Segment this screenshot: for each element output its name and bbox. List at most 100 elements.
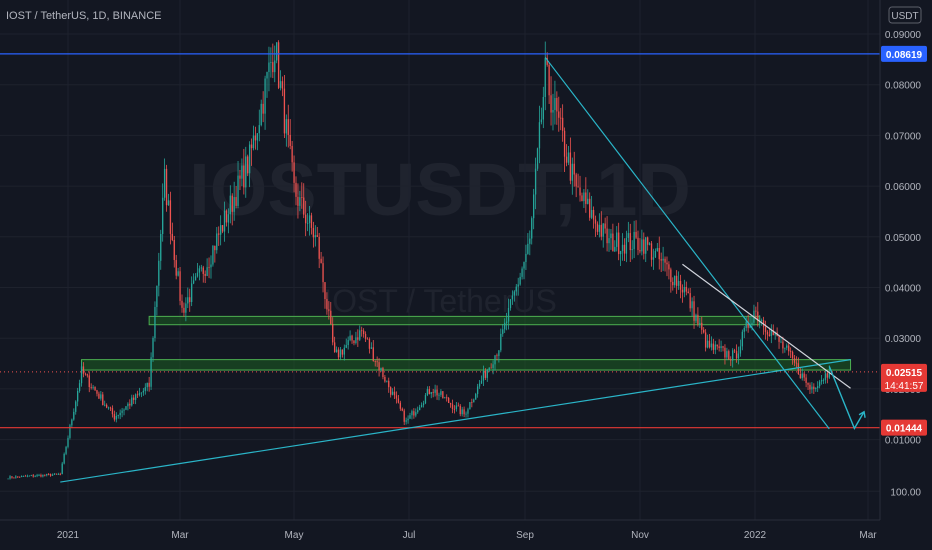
candle-body xyxy=(337,349,340,358)
price-zone xyxy=(81,359,852,371)
candle-body xyxy=(540,119,543,123)
candle-body xyxy=(76,390,79,402)
candle-body xyxy=(40,475,42,477)
candle-body xyxy=(677,280,680,286)
candle-body xyxy=(683,286,686,293)
price-label-text: 0.08619 xyxy=(886,50,923,61)
currency-button[interactable] xyxy=(888,6,922,24)
candle-body xyxy=(189,297,191,303)
candle-body xyxy=(820,380,823,382)
candle-body xyxy=(343,347,345,355)
candle-body xyxy=(260,103,262,126)
candle-body xyxy=(138,393,141,395)
drawing-tools xyxy=(0,53,880,483)
candle-body xyxy=(196,272,199,277)
y-tick-label: 0.03000 xyxy=(885,334,922,345)
candle-body xyxy=(403,410,405,422)
candle-body xyxy=(490,367,492,369)
candle-body xyxy=(618,232,620,255)
trendline-descending-resistance xyxy=(682,263,851,389)
candle-body xyxy=(733,350,736,352)
candle-body xyxy=(272,62,274,73)
candle-body xyxy=(517,284,519,287)
candle-body xyxy=(405,420,407,422)
candle-body xyxy=(513,291,516,296)
time-axis[interactable]: 2021 Mar May Jul Sep Nov 2022 Mar xyxy=(0,519,880,541)
candle-body xyxy=(276,42,278,61)
candle-body xyxy=(708,340,711,348)
candle-body xyxy=(507,308,510,322)
candle-body xyxy=(351,335,353,341)
candle-body xyxy=(467,409,469,414)
candle-body xyxy=(654,251,657,258)
candle-body xyxy=(536,148,539,169)
candle-body xyxy=(219,225,222,235)
candle-body xyxy=(57,473,60,475)
price-axis[interactable]: USDT 0.09000 0.08000 0.07000 0.06000 0.05000… xyxy=(879,0,932,550)
candle-body xyxy=(828,371,830,378)
candle-body xyxy=(741,331,744,347)
candle-body xyxy=(743,327,745,332)
candle-body xyxy=(469,402,471,410)
candle-body xyxy=(422,403,425,406)
grid-lines xyxy=(0,0,880,520)
candle-body xyxy=(747,321,749,328)
candle-body xyxy=(774,332,776,336)
candle-body xyxy=(361,330,363,332)
candle-body xyxy=(585,192,587,204)
candle-body xyxy=(732,350,734,361)
candle-body xyxy=(581,195,583,202)
candle-body xyxy=(658,248,660,260)
candle-body xyxy=(583,192,585,202)
candle-body xyxy=(459,405,461,415)
candle-body xyxy=(666,262,668,265)
candle-body xyxy=(656,248,658,252)
candle-body xyxy=(606,228,608,244)
candle-body xyxy=(409,415,411,419)
candle-body xyxy=(293,162,295,183)
candle-body xyxy=(395,395,398,399)
candle-body xyxy=(281,81,284,89)
candle-body xyxy=(703,329,705,333)
candle-body xyxy=(793,358,796,363)
candle-body xyxy=(353,340,355,344)
candle-body xyxy=(390,387,392,395)
candle-body xyxy=(339,349,342,358)
price-labels: 0.08619 0.02515 14:41:57 0.01444 xyxy=(881,45,927,436)
candle-body xyxy=(612,233,614,252)
candle-body xyxy=(768,334,771,337)
candle-body xyxy=(486,370,488,378)
candle-body xyxy=(525,253,527,263)
trendline-descending xyxy=(544,57,830,430)
candle-body xyxy=(285,119,288,134)
candle-body xyxy=(20,475,23,478)
candle-body xyxy=(687,291,689,294)
candle-body xyxy=(722,346,724,348)
candle-body xyxy=(417,410,419,413)
candle-body xyxy=(105,404,108,408)
candle-body xyxy=(645,237,647,254)
candle-body xyxy=(297,196,299,206)
candle-body xyxy=(148,382,150,387)
candle-body xyxy=(158,260,160,286)
candle-body xyxy=(739,346,742,354)
price-label-text: 0.02515 xyxy=(886,368,923,379)
candle-body xyxy=(303,197,305,215)
candle-body xyxy=(218,233,220,235)
candle-body xyxy=(399,402,402,409)
candle-body xyxy=(359,330,361,340)
candle-body xyxy=(243,165,245,188)
candle-body xyxy=(662,258,664,261)
y-tick-label: 0.01000 xyxy=(885,436,922,447)
x-tick-label: Mar xyxy=(859,530,877,541)
candle-body xyxy=(712,343,715,350)
candle-body xyxy=(299,197,301,206)
candle-body xyxy=(764,326,767,332)
candle-body xyxy=(807,382,809,385)
candle-body xyxy=(248,144,251,174)
candle-body xyxy=(554,98,556,110)
candle-body xyxy=(587,198,589,204)
candle-body xyxy=(558,111,560,118)
